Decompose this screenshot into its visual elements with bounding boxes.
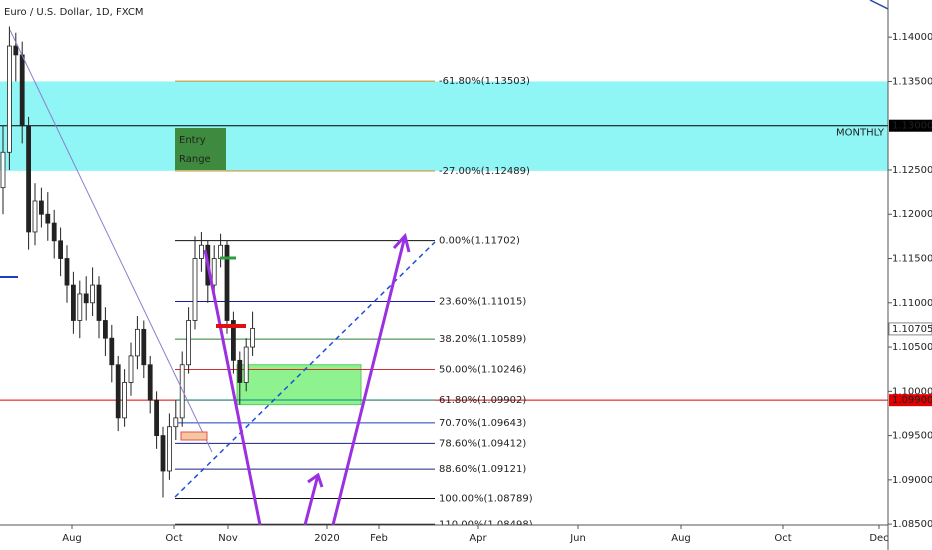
price-label: 1.10705 [892,324,932,335]
corner-line [869,0,891,11]
candle-body [160,435,166,472]
candle-body [64,258,70,286]
candle-body [96,284,102,321]
x-tick-label: Aug [62,533,82,544]
fib-label: 70.70%(1.09643) [439,418,526,429]
candle-body [154,399,160,436]
fib-label: 38.20%(1.10589) [439,334,526,345]
target-box [236,364,362,406]
y-tick-label: 1.12500 [892,165,932,176]
candle-body [19,54,25,127]
candle-body [147,364,153,401]
candle-body [90,284,95,304]
candle-body [237,359,243,383]
candle-body [103,320,108,339]
candle-body [51,222,57,242]
y-tick-label: 1.09500 [892,431,932,442]
trend-line [9,29,213,453]
candle-body [122,382,127,419]
candle-body [0,151,6,189]
x-tick-label: 2020 [314,533,339,544]
price-label-bg [889,119,932,132]
fib-label: 23.60%(1.11015) [439,296,526,307]
price-label-bg [888,322,932,336]
candle-body [83,293,89,304]
price-label-bg [889,394,932,407]
y-tick-label: 1.09000 [892,475,932,486]
fib-label: -27.00%(1.12489) [439,166,530,177]
candle-body [45,213,51,224]
entry-text: Range [179,154,211,165]
arrowhead-small [307,472,324,488]
fib-label: 100.00%(1.08789) [439,494,533,505]
price-label: 1.13000 [892,121,932,132]
candle-body [115,364,121,419]
candle-body [71,284,76,321]
x-tick-label: Nov [218,533,238,544]
candle-body [77,293,83,321]
arrow-small [303,474,320,526]
fib-label: 50.00%(1.10246) [439,365,526,376]
candle-body [243,346,249,383]
fib-label: 0.00%(1.11702) [439,236,520,247]
monthly-label: MONTHLY [836,128,885,139]
candle-body [141,328,147,366]
y-tick-label: 1.10500 [892,342,932,353]
candle-body [224,244,230,321]
candle-body [58,240,63,259]
back-layer: MONTHLY Entry Range [0,81,888,406]
candle-body [179,364,185,419]
y-tick-label: 1.14000 [892,32,932,43]
y-tick-label: 1.11500 [892,254,932,265]
candle-body [192,258,198,321]
arrowhead-up [392,232,411,253]
candle-body [173,417,179,428]
price-axis-bg [888,0,932,550]
x-tick-label: Oct [774,533,791,544]
price-label: 1.09900 [892,395,932,406]
candle-body [7,45,12,153]
y-tick-label: 1.13500 [892,76,932,87]
time-axis-bg [0,525,932,550]
y-tick-label: 1.12000 [892,209,932,220]
x-tick-label: Aug [671,533,691,544]
x-tick-label: Dec [869,533,888,544]
front-layer [0,0,891,526]
x-tick-label: Feb [370,533,388,544]
chart-title: Euro / U.S. Dollar, 1D, FXCM [4,7,143,18]
x-tick-label: Apr [469,533,487,544]
fib-label: -61.80%(1.13503) [439,76,530,87]
candle-body [128,355,134,383]
x-tick-label: Jun [569,533,586,544]
orange-marker [180,431,208,441]
candle-body [109,337,115,366]
y-tick-label: 1.11000 [892,298,932,309]
candle-body [26,125,32,233]
entry-box [175,128,226,170]
x-tick-label: Oct [165,533,182,544]
mid-layer: -61.80%(1.13503) -27.00%(1.12489) 0.00%(1.… [0,26,533,530]
candle-body [198,244,204,259]
arrow-down [203,249,262,526]
y-tick-label: 1.08500 [892,519,932,530]
candle-body [39,200,44,215]
fib-label: 78.60%(1.09412) [439,438,526,449]
candle-body [13,45,19,56]
candle-body [32,200,38,233]
y-tick-label: 1.10000 [892,386,932,397]
candle-body [186,320,192,366]
candle-body [230,320,236,361]
candle-body [211,258,217,286]
candle-body [250,328,256,348]
fib-label: 88.60%(1.09121) [439,464,526,475]
entry-text: Entry [179,135,206,146]
candle-body [134,328,140,357]
dashed-channel [174,241,436,498]
candle-body [166,426,172,472]
arrow-up [331,235,407,526]
fib-label: 61.80%(1.09902) [439,395,526,406]
